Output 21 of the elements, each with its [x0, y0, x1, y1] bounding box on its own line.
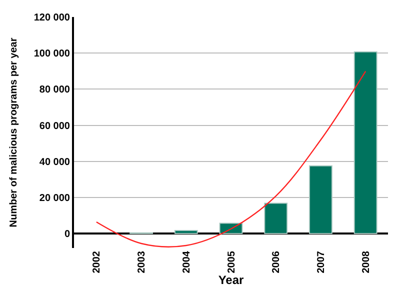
y-tick-label: 20 000 [39, 192, 70, 204]
x-tick-label: 2008 [360, 250, 372, 274]
y-tick-label: 60 000 [39, 120, 70, 132]
x-tick-label: 2005 [226, 250, 238, 274]
bar [264, 202, 288, 234]
line-series [96, 70, 366, 248]
x-tick-label: 2006 [271, 250, 282, 274]
y-tick-label: 100 000 [34, 48, 70, 60]
bar [309, 165, 332, 234]
bar [354, 51, 378, 234]
y-tick-label: 80 000 [39, 84, 70, 96]
x-tick-label: 2003 [136, 250, 148, 274]
y-tick-label: 120 000 [34, 12, 70, 24]
x-tick-label: 2002 [92, 250, 103, 274]
y-tick-label: 0 [64, 229, 70, 240]
bar [174, 230, 198, 234]
y-tick-label: 40 000 [39, 156, 70, 168]
x-axis-title: Year [218, 273, 244, 288]
x-tick-label: 2007 [316, 250, 327, 274]
y-axis-title: Number of malicious programs per year [8, 38, 20, 228]
x-tick-label: 2004 [181, 250, 192, 274]
